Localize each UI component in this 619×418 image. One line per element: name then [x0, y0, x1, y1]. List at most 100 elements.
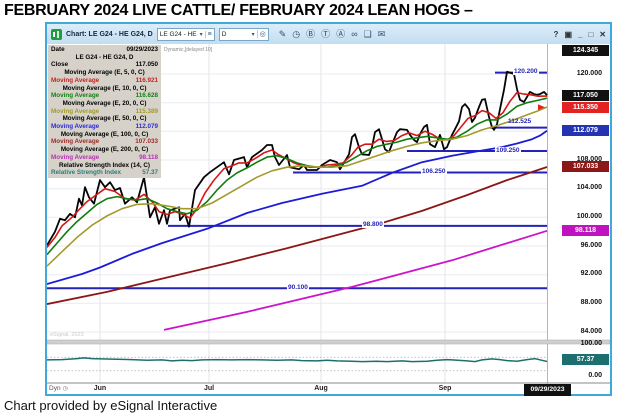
y-axis-tick: 108.000 — [576, 155, 602, 163]
series-group — [47, 70, 548, 331]
series-ema20-line — [47, 106, 548, 267]
legend-label: Close — [51, 61, 69, 69]
trendline-label: 109.250 — [495, 146, 521, 154]
legend-row: Moving Average 107.033 — [48, 138, 161, 146]
window-controls: ? ▣ _ □ ✕ — [554, 30, 606, 39]
series-ema10-line — [47, 97, 548, 256]
help-button[interactable]: ? — [553, 29, 559, 39]
legend-label: Moving Average (E, 200, 0, C) — [60, 146, 149, 154]
legend-row: Moving Average (E, 20, 0, C) — [48, 100, 161, 108]
price-axis-box: 112.079 — [562, 125, 609, 137]
circle-t-icon[interactable]: Ⓣ — [321, 28, 331, 39]
chart-body: Date 09/29/2023 LE G24 - HE G24, D Close 117… — [47, 44, 610, 396]
legend-row: Moving Average 98.118 — [48, 154, 161, 162]
x-axis-month-label: Jun — [93, 385, 107, 392]
notes-icon[interactable]: ❏ — [363, 28, 372, 39]
rsi-value-box: 57.37 — [562, 354, 609, 365]
last-date-box: 09/29/2023 — [524, 384, 571, 396]
minimize-button[interactable]: _ — [578, 29, 583, 39]
legend-row: Relative Strength Index (14, C) — [48, 162, 161, 170]
legend-label: Moving Average (E, 5, 0, C) — [64, 69, 145, 77]
chevron-down-icon[interactable]: ▾ — [251, 31, 255, 38]
y-axis-tick: 88.000 — [580, 298, 602, 306]
legend-value: 57.37 — [142, 169, 158, 177]
symbol-list-icon[interactable]: ≡ — [204, 30, 212, 38]
y-axis-tick: 92.000 — [580, 270, 602, 278]
close-button[interactable]: ✕ — [599, 29, 606, 39]
y-axis-tick: 100.000 — [576, 212, 602, 220]
study-legend: Date 09/29/2023 LE G24 - HE G24, D Close 117… — [48, 45, 161, 178]
trendline-label: 106.250 — [421, 168, 447, 175]
circle-a-icon[interactable]: Ⓐ — [336, 28, 346, 39]
legend-row: Close 117.050 — [48, 61, 161, 69]
legend-label: Relative Strength Index (14, C) — [59, 161, 150, 169]
price-axis-box: 107.033 — [562, 161, 609, 173]
clock-icon: ◷ — [62, 386, 68, 392]
legend-row: Date 09/29/2023 — [48, 46, 161, 54]
trendline-label: 120.200 — [513, 68, 539, 76]
panel-divider[interactable] — [47, 339, 610, 345]
legend-value: 115.389 — [135, 107, 158, 115]
y-axis-tick: 120.000 — [576, 69, 602, 77]
legend-label: LE G24 - HE G24, D — [75, 53, 134, 61]
legend-value: 116.628 — [135, 92, 158, 100]
chart-canvas[interactable] — [47, 44, 610, 394]
maximize-button[interactable]: □ — [588, 29, 594, 39]
legend-row: Moving Average (E, 50, 0, C) — [48, 115, 161, 123]
legend-row: Moving Average 116.921 — [48, 77, 161, 85]
y-axis-tick: 84.000 — [580, 327, 602, 335]
price-axis-box: 117.050 — [562, 89, 609, 101]
legend-label: Moving Average (E, 10, 0, C) — [62, 84, 147, 92]
y-axis-tick: 96.000 — [580, 241, 602, 249]
rsi-line — [47, 357, 548, 363]
esignal-chart-icon — [51, 28, 62, 40]
rsi-scale-100: 100.00 — [580, 340, 602, 347]
legend-value: 112.079 — [135, 123, 158, 131]
symbol-lookup-icon[interactable]: ◎ — [256, 30, 266, 38]
legend-value: 107.033 — [135, 138, 158, 146]
x-axis-month-label: Sep — [438, 385, 452, 392]
trendline-label: 98.800 — [362, 221, 384, 229]
x-axis-month-label: Aug — [314, 385, 328, 392]
dyn-text: Dyn — [49, 385, 61, 392]
page-title: FEBRUARY 2024 LIVE CATTLE/ FEBRUARY 2024… — [4, 2, 473, 19]
legend-label: Moving Average (E, 50, 0, C) — [62, 115, 147, 123]
legend-label: Date — [51, 46, 65, 53]
series-ema50-line — [47, 130, 548, 285]
symbol-combo[interactable]: LE G24 - HE ▾ ≡ — [156, 27, 215, 41]
legend-row: Moving Average (E, 10, 0, C) — [48, 85, 161, 93]
chart-window: Chart: LE G24 - HE G24, D LE G24 - HE ▾ … — [45, 22, 612, 396]
legend-row: Moving Average (E, 5, 0, C) — [48, 69, 161, 77]
price-axis-box: 115.350 — [562, 101, 609, 113]
chat-icon[interactable]: ✉ — [377, 28, 386, 39]
rsi-scale-0: 0.00 — [588, 372, 602, 379]
interval-combo-value: D — [221, 30, 227, 38]
legend-value: 98.118 — [139, 153, 158, 161]
circle-b-icon[interactable]: Ⓑ — [306, 28, 316, 39]
pencil-icon[interactable]: ✎ — [278, 28, 287, 39]
window-title: Chart: LE G24 - HE G24, D — [66, 30, 153, 38]
legend-label: Moving Average (E, 20, 0, C) — [62, 99, 147, 107]
legend-row: Relative Strength Index 57.37 — [48, 169, 161, 177]
price-axis-box: 98.118 — [562, 225, 609, 237]
data-status-note: Dynamic,[delayed 10] — [164, 47, 213, 53]
x-axis-month-label: Jul — [203, 385, 215, 392]
contract-high-box: 124.345 — [562, 45, 609, 56]
trendline-label: 90.100 — [287, 283, 309, 291]
esignal-watermark: eSignal, 2023 — [50, 332, 84, 338]
legend-row: Moving Average (E, 100, 0, C) — [48, 131, 161, 139]
series-ema200-line — [163, 229, 548, 331]
chevron-down-icon[interactable]: ▾ — [199, 31, 203, 38]
link-icon[interactable]: ∞ — [351, 28, 358, 39]
series-ema100-line — [47, 166, 548, 305]
price-marker-arrow — [538, 104, 545, 111]
legend-row: Moving Average 115.389 — [48, 108, 161, 116]
interval-combo[interactable]: D ▾ ◎ — [218, 27, 269, 41]
clock-icon[interactable]: ◷ — [292, 28, 301, 39]
popout-button[interactable]: ▣ — [564, 29, 572, 39]
legend-value: 117.050 — [135, 61, 158, 69]
legend-label: Moving Average — [51, 138, 100, 146]
legend-row: Moving Average (E, 200, 0, C) — [48, 146, 161, 154]
page-caption: Chart provided by eSignal Interactive — [4, 398, 218, 413]
